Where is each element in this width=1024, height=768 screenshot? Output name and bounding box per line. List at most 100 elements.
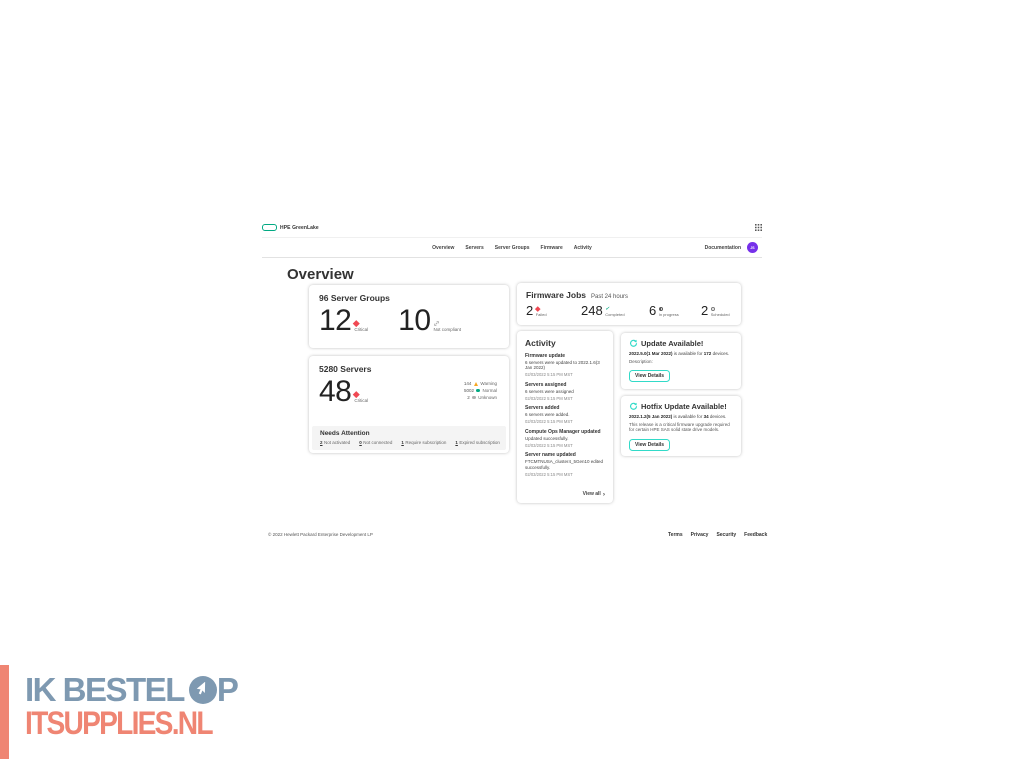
hotfix-update-card: Hotfix Update Available! 2022.1.2(5 Jan … [621, 396, 741, 456]
servers-critical-value: 48 [319, 375, 352, 408]
activity-entry-timestamp: 02/03/2022 5:15 PM MST [525, 372, 573, 378]
view-all-link[interactable]: View all › [583, 491, 605, 498]
firmware-jobs-stats: 2 Failed 248 ✓ Completed 6 In progress 2 [526, 303, 732, 319]
failed-count: 2 [526, 303, 534, 318]
warning-count: 144 [463, 381, 472, 386]
groups-not-compliant-value: 10 [398, 304, 431, 337]
activity-entry-title: Servers assigned [525, 381, 567, 388]
documentation-link[interactable]: Documentation [704, 244, 741, 251]
update-mid-text: is available for [672, 351, 704, 356]
activity-entry-timestamp: 02/03/2022 5:15 PM MST [525, 442, 573, 448]
hotfix-version: 2022.1.2(5 Jan 2022) [629, 414, 673, 419]
not-connected-stat[interactable]: 0 Not connected [359, 440, 392, 445]
hpe-greenlake-logo[interactable]: HPE GreenLake [262, 224, 319, 231]
servers-critical-side: Critical [353, 376, 368, 403]
update-availability-line: 2022.5.0(1 Mar 2022) is available for 17… [629, 351, 733, 357]
refresh-icon [630, 339, 638, 347]
servers-critical-stat[interactable]: 48 Critical [319, 376, 368, 408]
feedback-link[interactable]: Feedback [744, 532, 768, 538]
groups-critical-value: 12 [319, 304, 352, 337]
failed-side: Failed [535, 303, 547, 318]
nav-item-servers[interactable]: Servers [465, 244, 484, 251]
unknown-count: 2 [467, 395, 470, 400]
update-available-card: Update Available! 2022.5.0(1 Mar 2022) i… [621, 333, 741, 389]
view-details-button[interactable]: View Details [629, 370, 671, 382]
watermark-logo: IK BESTEL P ITSUPPLIES.NL [25, 672, 239, 741]
servers-card: 5280 Servers 48 Critical 144 Warning 500… [309, 356, 509, 453]
in-progress-side: In progress [658, 303, 679, 318]
scheduled-jobs-stat[interactable]: 2 Scheduled [701, 303, 730, 318]
activity-entry: Server name updated FTCMTNUSA_cluster4_5… [525, 452, 605, 477]
failed-jobs-stat[interactable]: 2 Failed [526, 303, 547, 318]
activity-entry: Servers assigned 6 servers were assigned… [525, 382, 605, 401]
top-header: HPE GreenLake [262, 218, 762, 237]
warning-label: Warning [480, 381, 497, 386]
watermark-line2: ITSUPPLIES.NL [25, 705, 214, 741]
not-connected-count[interactable]: 0 [359, 440, 362, 445]
terms-link[interactable]: Terms [668, 532, 683, 538]
groups-critical-label: Critical [354, 327, 369, 332]
nav-item-server-groups[interactable]: Server Groups [494, 244, 530, 251]
activity-entry-timestamp: 02/03/2022 5:15 PM MST [525, 395, 573, 401]
page-title: Overview [287, 266, 354, 284]
expired-subscription-count[interactable]: 1 [455, 440, 458, 445]
nav-right: Documentation JS [705, 238, 758, 257]
not-activated-label: Not activated [324, 440, 351, 445]
nav-item-activity[interactable]: Activity [573, 244, 592, 251]
legend-warning[interactable]: 144 Warning [459, 381, 497, 386]
scheduled-clock-icon [710, 306, 715, 311]
activity-entry-description: 6 servers were added. [525, 412, 570, 418]
update-card-header: Update Available! [629, 339, 733, 348]
groups-critical-stat[interactable]: 12 Critical [319, 305, 368, 337]
activity-title: Activity [525, 338, 556, 348]
activity-entry-timestamp: 02/03/2022 5:15 PM MST [525, 419, 573, 425]
avatar[interactable]: JS [747, 242, 758, 253]
brand-name: HPE GreenLake [280, 224, 319, 231]
privacy-link[interactable]: Privacy [690, 532, 709, 538]
legend-normal[interactable]: 5002 Normal [459, 388, 497, 393]
needs-attention-title: Needs Attention [320, 430, 370, 437]
servers-stats-row: 48 Critical 144 Warning 5002 Normal 2 Un… [319, 376, 499, 408]
servers-title: 5280 Servers [319, 364, 372, 374]
activity-entry-title: Compute Ops Manager updated [525, 428, 601, 435]
cursor-circle-icon [188, 676, 217, 704]
expired-subscription-stat[interactable]: 1 Expired subscription [455, 440, 500, 445]
needs-attention-panel: Needs Attention 2 Not activated 0 Not co… [312, 426, 506, 450]
not-activated-stat[interactable]: 2 Not activated [320, 440, 350, 445]
critical-diamond-icon [353, 391, 360, 398]
groups-not-compliant-side: Not compliant [433, 305, 462, 332]
apps-grid-icon[interactable] [754, 224, 762, 232]
in-progress-jobs-stat[interactable]: 6 In progress [649, 303, 679, 318]
watermark-side-bar [0, 665, 9, 759]
view-details-button[interactable]: View Details [629, 438, 671, 451]
hpe-element-icon [262, 224, 277, 231]
completed-jobs-stat[interactable]: 248 ✓ Completed [581, 303, 625, 318]
activity-entry-description: 6 servers were updated to 2022.1.6(3 Jan… [525, 359, 600, 371]
grid-dots-icon [754, 224, 762, 231]
activity-card: Activity Firmware update 6 servers were … [517, 331, 613, 503]
normal-status-icon [476, 388, 480, 393]
unknown-label: Unknown [478, 395, 497, 400]
legend-unknown[interactable]: 2 Unknown [459, 395, 497, 400]
link-icon [433, 320, 439, 326]
nav-item-firmware[interactable]: Firmware [540, 244, 563, 251]
groups-not-compliant-stat[interactable]: 10 Not compliant [398, 305, 461, 337]
not-activated-count[interactable]: 2 [320, 440, 323, 445]
hotfix-device-count: 34 [703, 414, 709, 419]
nav-item-overview[interactable]: Overview [432, 244, 455, 251]
hotfix-card-title: Hotfix Update Available! [641, 402, 727, 411]
require-subscription-count[interactable]: 1 [401, 440, 404, 445]
groups-critical-side: Critical [353, 305, 369, 332]
mouse-cursor-icon [196, 682, 206, 695]
security-link[interactable]: Security [716, 532, 737, 538]
nav-items: Overview Servers Server Groups Firmware … [432, 238, 592, 257]
groups-not-compliant-label: Not compliant [433, 327, 462, 332]
in-progress-icon [658, 306, 663, 311]
require-subscription-stat[interactable]: 1 Require subscription [401, 440, 446, 445]
failed-status-icon [535, 306, 540, 312]
server-groups-title: 96 Server Groups [319, 293, 390, 303]
scheduled-side: Scheduled [710, 303, 730, 318]
servers-status-legend: 144 Warning 5002 Normal 2 Unknown [459, 381, 497, 408]
firmware-jobs-subtitle: Past 24 hours [591, 294, 629, 300]
completed-label: Completed [605, 311, 625, 317]
